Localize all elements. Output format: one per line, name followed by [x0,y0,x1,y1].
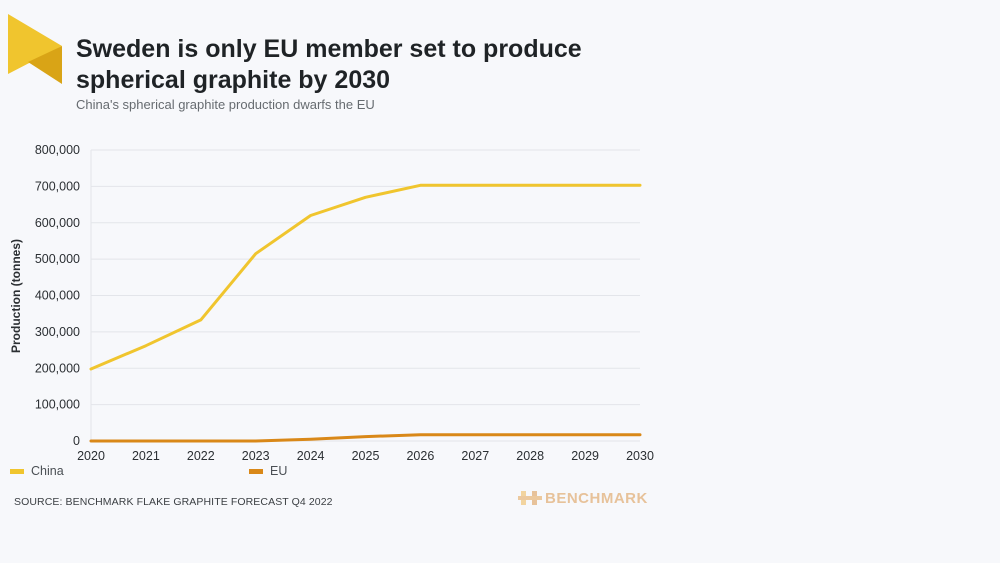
x-axis-ticks: 2020 2021 2022 2023 2024 2025 2026 2027 2028 2029… [77,449,654,463]
x-tick-label: 2022 [187,449,215,463]
x-tick-label: 2020 [77,449,105,463]
legend-item-china: China [10,464,64,478]
y-tick-label: 700,000 [35,179,80,193]
y-tick-label: 300,000 [35,325,80,339]
y-tick-label: 400,000 [35,289,80,303]
x-tick-label: 2026 [406,449,434,463]
y-tick-label: 500,000 [35,252,80,266]
x-tick-label: 2027 [461,449,489,463]
x-tick-label: 2025 [352,449,380,463]
benchmark-logo-icon [8,14,62,84]
brand-name: BENCHMARK [545,489,648,507]
y-tick-label: 600,000 [35,216,80,230]
x-tick-label: 2028 [516,449,544,463]
source-note: SOURCE: BENCHMARK FLAKE GRAPHITE FORECAS… [14,496,333,508]
legend-swatch-china [10,468,24,474]
y-axis-label: Production (tonnes) [9,239,23,353]
series-lines [89,183,642,443]
y-tick-label: 0 [73,434,80,448]
brand-watermark: BENCHMARK [518,489,648,507]
series-line-eu [89,433,642,443]
page-title: Sweden is only EU member set to produce … [76,35,582,94]
legend-label-china: China [31,464,64,478]
gridlines [90,149,640,442]
legend-label-eu: EU [270,464,288,478]
x-tick-label: 2021 [132,449,160,463]
y-axis-ticks: 0 100,000 200,000 300,000 400,000 500,000 600,… [35,143,80,448]
y-tick-label: 800,000 [35,143,80,157]
x-tick-label: 2023 [242,449,270,463]
y-tick-label: 100,000 [35,398,80,412]
legend-swatch-eu [249,468,263,474]
series-line-china [89,183,642,371]
page-subtitle: China's spherical graphite production dw… [76,97,375,112]
x-tick-label: 2030 [626,449,654,463]
benchmark-watermark-icon [518,491,542,505]
x-tick-label: 2024 [297,449,325,463]
y-tick-label: 200,000 [35,361,80,375]
legend-item-eu: EU [249,464,287,478]
x-tick-label: 2029 [571,449,599,463]
